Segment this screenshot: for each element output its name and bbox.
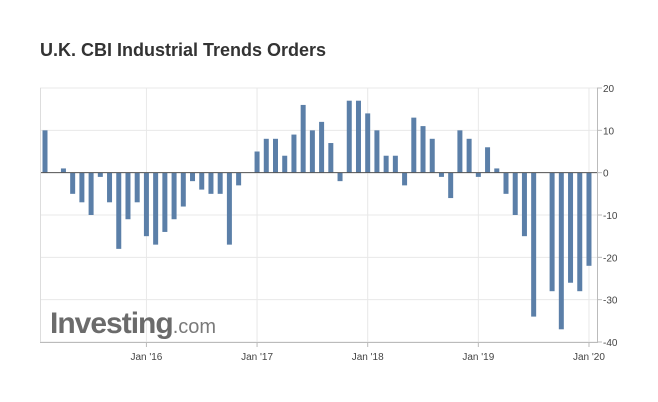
y-tick-label: 20: [603, 84, 615, 95]
bar: [309, 130, 315, 173]
x-tick-labels: Jan '16 Jan '17 Jan '18 Jan '19 Jan '20: [130, 352, 605, 363]
x-tick-label: Jan '19: [462, 352, 494, 363]
bar: [402, 172, 408, 186]
bar: [125, 172, 131, 220]
bar: [208, 172, 214, 194]
bar: [503, 172, 509, 194]
bar: [42, 130, 48, 173]
bar: [374, 130, 380, 173]
bar: [190, 172, 196, 182]
y-tick-label: -10: [603, 211, 618, 222]
bar: [355, 100, 361, 173]
bar: [300, 104, 306, 173]
bar: [291, 134, 297, 173]
bar: [60, 168, 66, 173]
bar: [438, 172, 444, 177]
bar: [236, 172, 242, 186]
y-tick-label: -20: [603, 253, 618, 264]
bar: [282, 155, 288, 173]
bar: [134, 172, 140, 203]
bar: [365, 113, 371, 173]
bar: [328, 143, 334, 173]
bar: [475, 172, 481, 177]
bar: [485, 147, 491, 173]
bar: [494, 168, 500, 173]
bar: [153, 172, 159, 245]
chart-title: U.K. CBI Industrial Trends Orders: [40, 40, 327, 60]
bar-series: [42, 100, 592, 330]
y-tick-labels: 20 10 0 -10 -20 -30 -40: [603, 84, 618, 349]
bar: [429, 138, 435, 173]
bar: [577, 172, 583, 292]
x-tick-label: Jan '16: [130, 352, 162, 363]
bar: [466, 138, 472, 173]
bar: [226, 172, 232, 245]
y-tick-label: 10: [603, 126, 615, 137]
bar: [116, 172, 122, 249]
bar: [392, 155, 398, 173]
investing-logo: Investing.com: [50, 307, 216, 341]
y-tick-label: -40: [603, 338, 618, 349]
bar: [549, 172, 555, 292]
bar: [521, 172, 527, 237]
bar: [70, 172, 76, 194]
x-tick-label: Jan '18: [352, 352, 384, 363]
bar: [586, 172, 592, 266]
bar: [171, 172, 177, 220]
bar: [411, 117, 417, 173]
bar: [143, 172, 149, 237]
y-tick-label: -30: [603, 296, 618, 307]
bar: [107, 172, 113, 203]
bar: [420, 126, 426, 173]
bar: [337, 172, 343, 182]
bar: [180, 172, 186, 207]
bar: [217, 172, 223, 194]
logo-brand: Investing: [50, 307, 174, 340]
bar: [568, 172, 574, 283]
bar: [254, 151, 260, 173]
bar: [273, 138, 278, 173]
bar: [457, 130, 463, 173]
bar: [512, 172, 518, 215]
bar: [558, 172, 564, 330]
bar: [199, 172, 205, 190]
bar: [346, 100, 352, 173]
bar: [319, 121, 325, 173]
bar: [97, 172, 103, 177]
bar: [448, 172, 454, 199]
bar: [88, 172, 94, 215]
bar: [79, 172, 85, 203]
logo-suffix: .com: [172, 316, 217, 338]
bar: [263, 138, 269, 173]
bar: [531, 172, 537, 317]
y-tick-label: 0: [603, 169, 609, 180]
bar: [383, 155, 389, 173]
bar: [162, 172, 168, 232]
x-tick-label: Jan '20: [573, 352, 605, 363]
x-tick-label: Jan '17: [241, 352, 273, 363]
axes: [40, 87, 602, 347]
